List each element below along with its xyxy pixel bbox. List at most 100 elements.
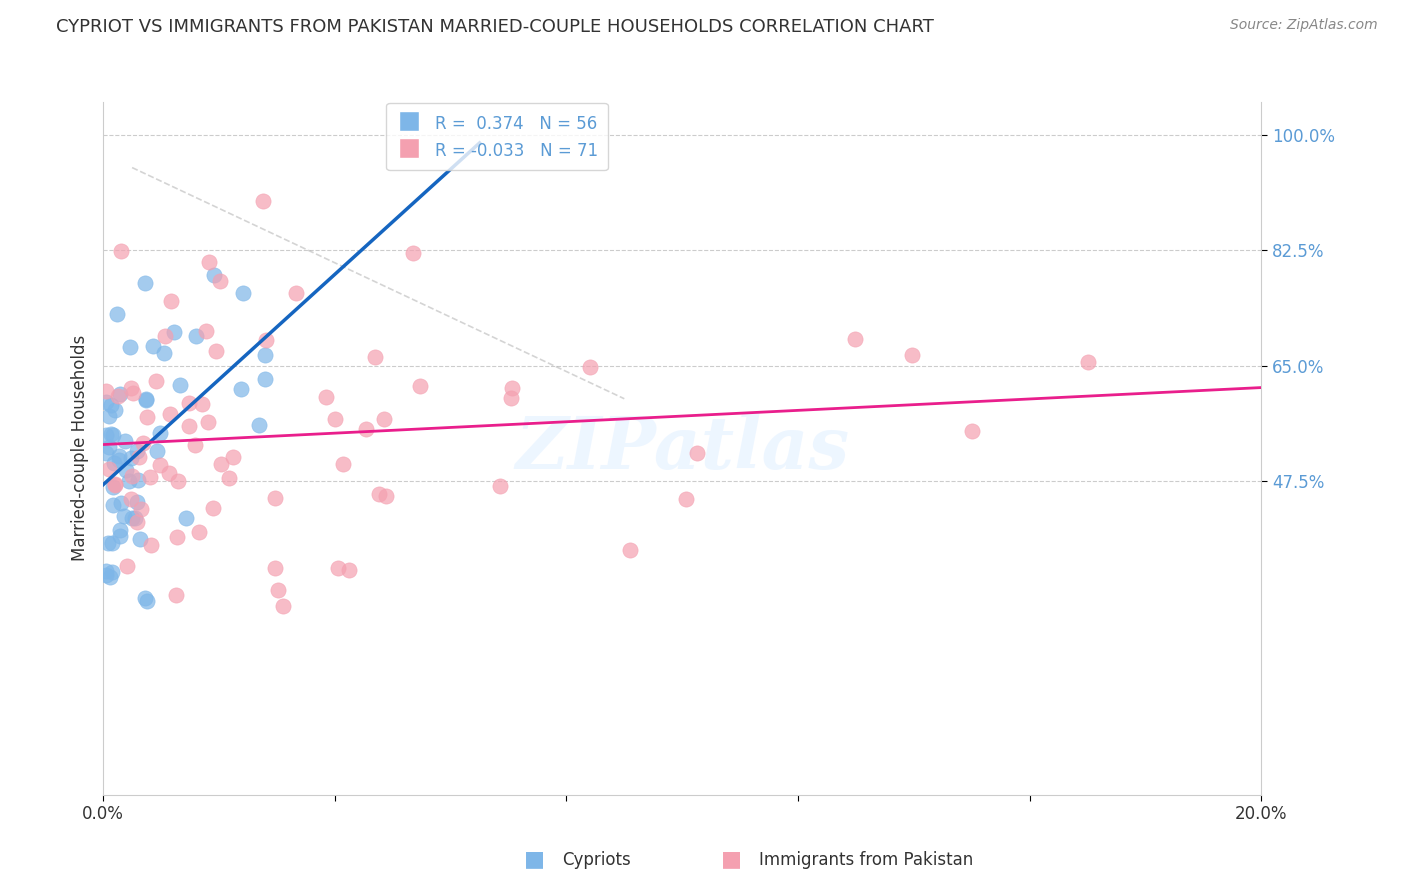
Point [579,359,602,374]
Point [132,435,155,450]
Text: ■: ■ [721,849,741,869]
Point [94,428,117,442]
Point [186,329,208,343]
Point [139,470,162,484]
Point [122,385,145,400]
Point [107,389,129,403]
Point [129,501,152,516]
Point [97,409,120,423]
Text: ZIPatlas: ZIPatlas [515,413,849,483]
Point [104,476,127,491]
Point [409,379,432,393]
Point [108,449,131,463]
Point [159,407,181,421]
Point [960,424,983,438]
Point [136,594,159,608]
Point [499,391,522,405]
Text: Cypriots: Cypriots [562,851,631,869]
Point [254,334,277,348]
Point [252,194,274,208]
Point [108,523,131,537]
Point [101,479,124,493]
Point [110,244,132,259]
Point [135,410,157,425]
Point [375,489,398,503]
Text: ■: ■ [524,849,544,869]
Point [121,468,143,483]
Point [284,285,307,300]
Point [232,285,254,300]
Point [271,599,294,613]
Point [149,425,172,440]
Point [201,500,224,515]
Point [218,471,240,485]
Point [101,536,124,550]
Point [101,566,124,580]
Point [103,456,125,470]
Point [197,415,219,429]
Point [115,558,138,573]
Point [124,511,146,525]
Point [145,374,167,388]
Point [174,510,197,524]
Point [169,378,191,392]
Point [337,563,360,577]
Point [153,345,176,359]
Text: Immigrants from Pakistan: Immigrants from Pakistan [759,851,973,869]
Point [489,478,512,492]
Point [253,348,276,362]
Point [323,412,346,426]
Point [197,255,219,269]
Point [157,466,180,480]
Point [315,390,337,404]
Point [686,446,709,460]
Point [98,440,121,454]
Point [108,452,131,467]
Text: CYPRIOT VS IMMIGRANTS FROM PAKISTAN MARRIED-COUPLE HOUSEHOLDS CORRELATION CHART: CYPRIOT VS IMMIGRANTS FROM PAKISTAN MARR… [56,18,934,36]
Point [188,525,211,540]
Point [115,463,138,477]
Point [120,491,142,506]
Point [104,402,127,417]
Point [328,561,350,575]
Point [167,474,190,488]
Point [208,274,231,288]
Point [94,384,117,399]
Point [125,444,148,458]
Point [142,339,165,353]
Point [103,428,125,442]
Point [222,450,245,464]
Point [127,495,149,509]
Point [205,344,228,359]
Point [367,487,389,501]
Point [190,397,212,411]
Point [127,515,149,529]
Point [110,495,132,509]
Point [100,398,122,412]
Point [373,411,395,425]
Point [112,508,135,523]
Point [108,529,131,543]
Point [177,396,200,410]
Point [194,324,217,338]
Point [264,561,287,575]
Text: Source: ZipAtlas.com: Source: ZipAtlas.com [1230,18,1378,32]
Point [166,588,188,602]
Point [114,434,136,448]
Point [149,458,172,473]
Point [145,444,167,458]
Point [141,538,163,552]
Point [96,446,118,460]
Point [128,533,150,547]
Point [363,350,385,364]
Point [135,392,157,407]
Point [202,268,225,282]
Point [97,536,120,550]
Point [110,387,132,401]
Point [120,451,142,466]
Point [264,491,287,505]
Point [94,567,117,582]
Point [209,457,232,471]
Point [675,491,697,506]
Point [120,381,142,395]
